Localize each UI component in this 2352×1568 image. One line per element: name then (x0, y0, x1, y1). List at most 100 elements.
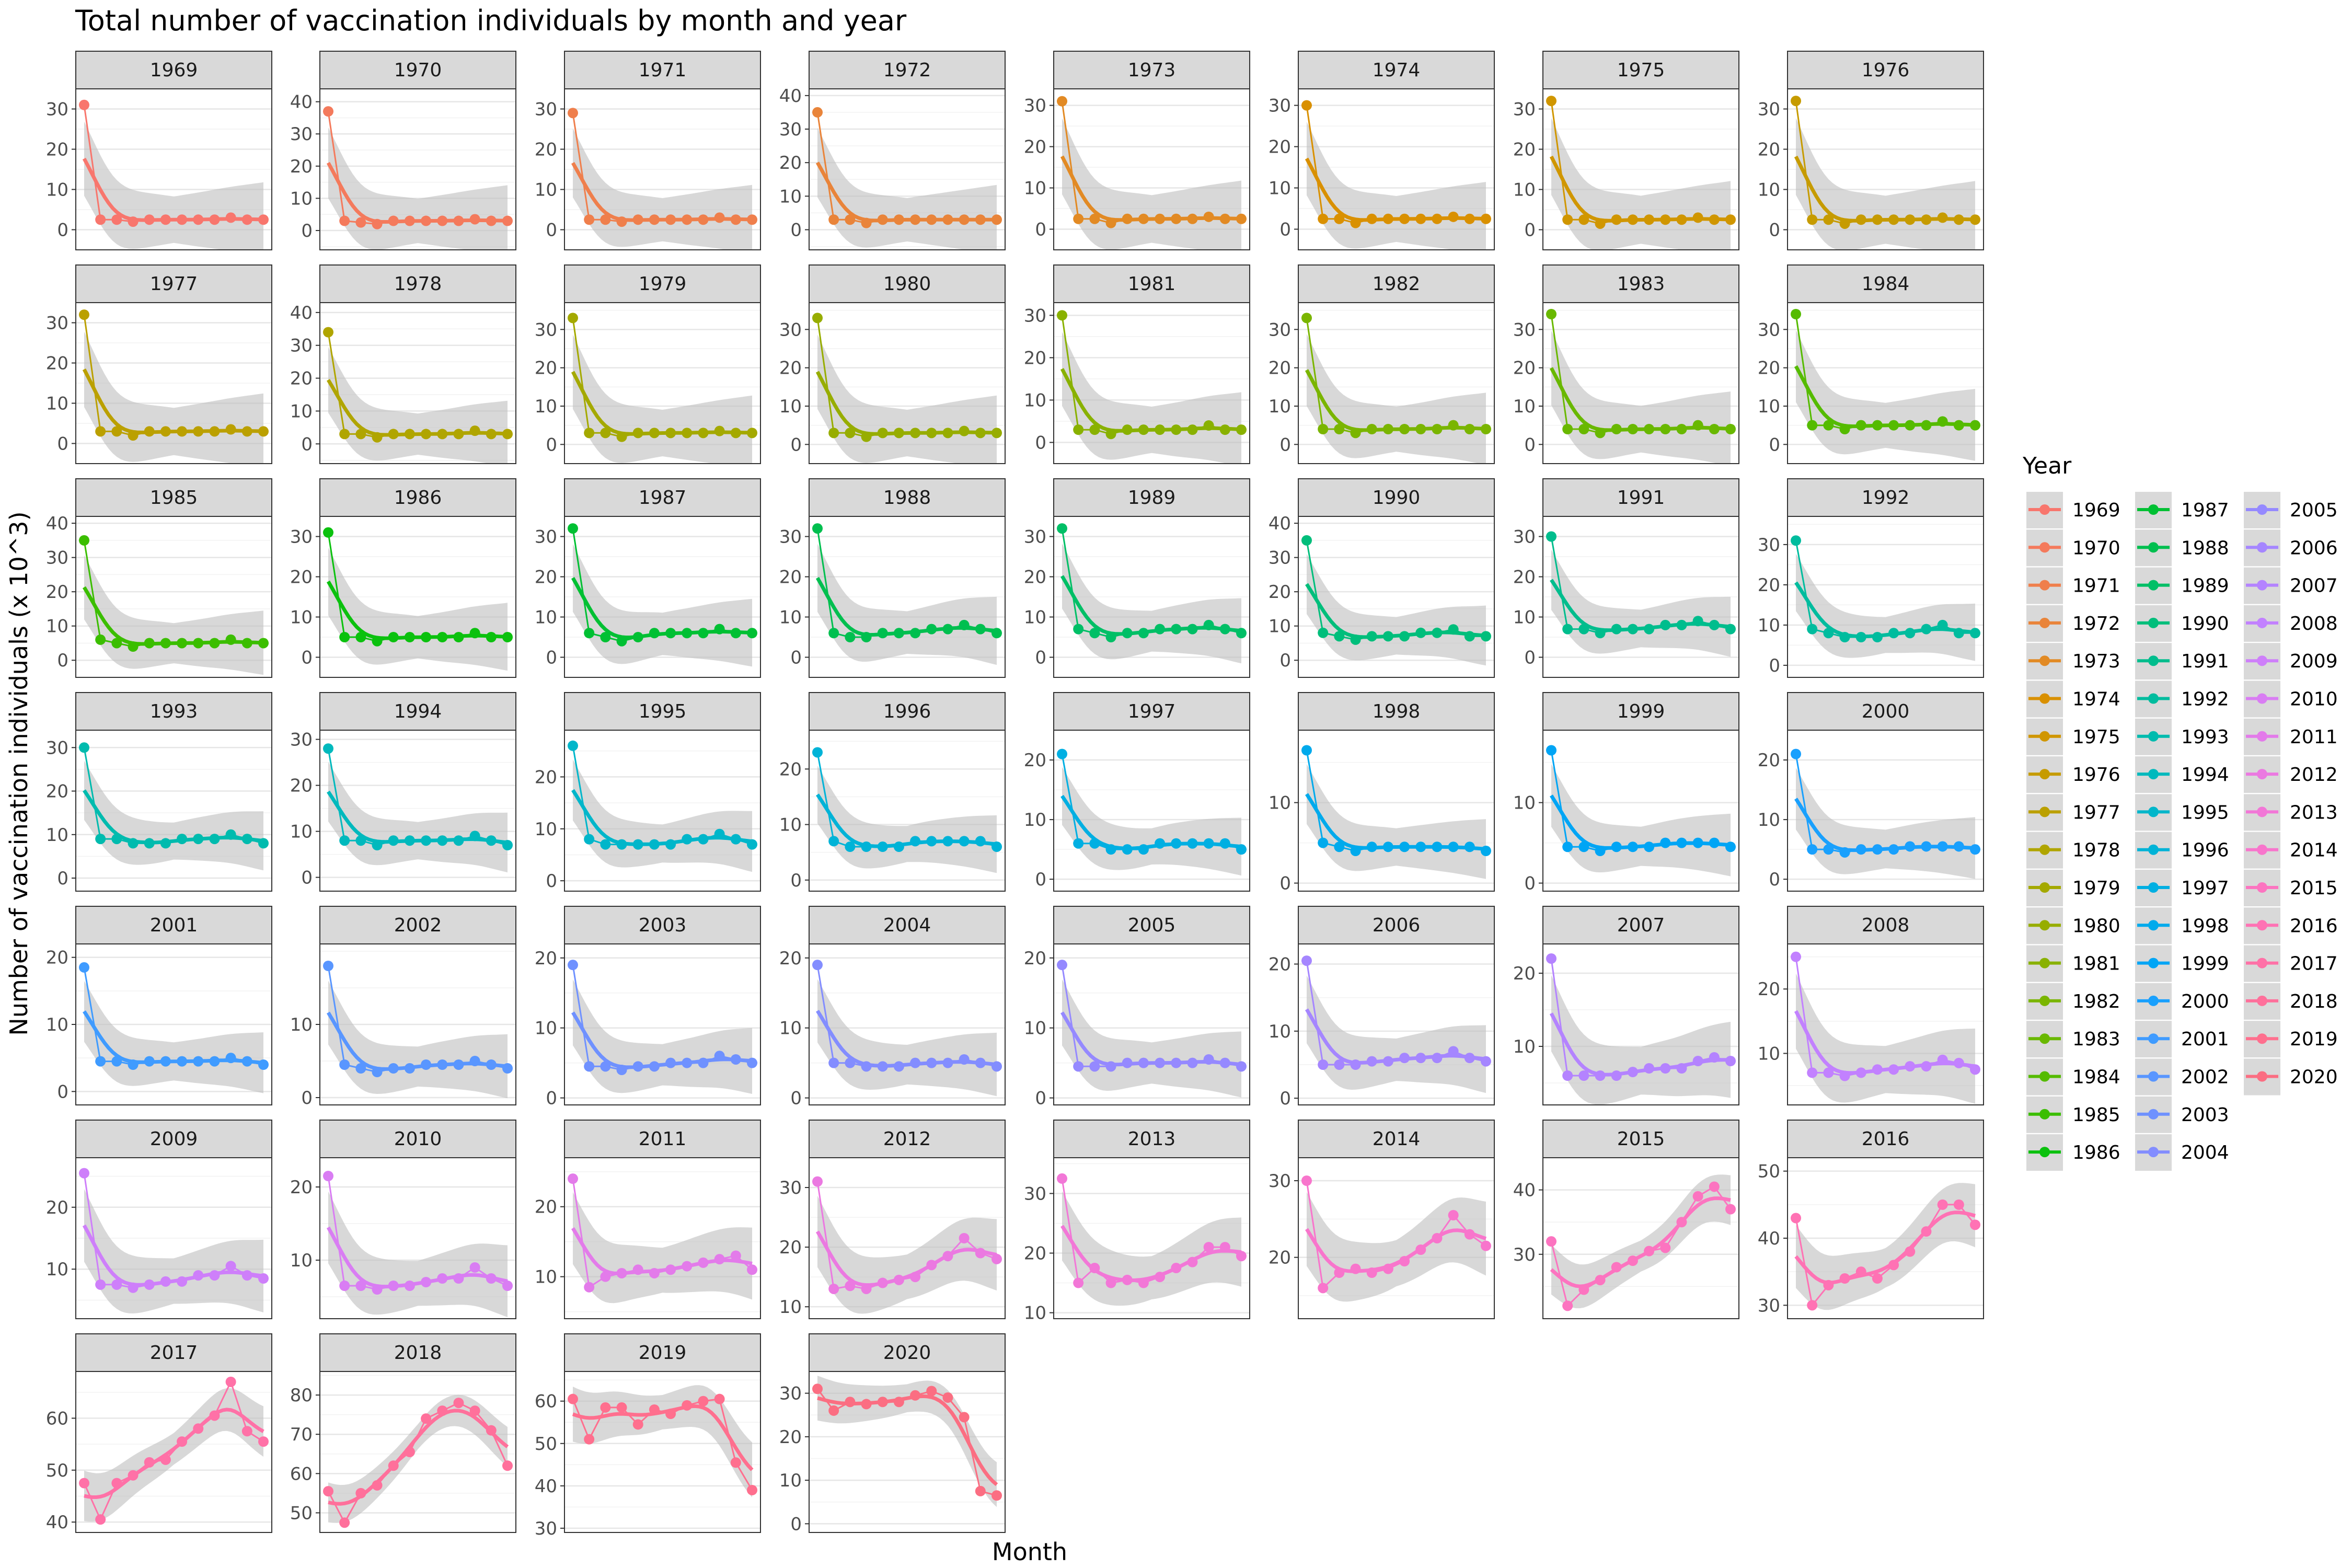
smooth-trend-line (84, 1408, 264, 1499)
data-point (1627, 214, 1638, 225)
y-tick-label: 50 (535, 1434, 557, 1455)
y-tick-label: 30 (46, 313, 68, 334)
facet-strip-label: 1994 (394, 701, 442, 722)
data-point (502, 429, 513, 440)
facet-strip-label: 1974 (1373, 60, 1421, 81)
data-point (1138, 424, 1149, 435)
legend-item-1993: 1993 (2135, 718, 2229, 755)
facet-strip-label: 1985 (150, 487, 198, 509)
smooth-trend-line (815, 1230, 997, 1287)
data-point (1660, 214, 1671, 225)
data-point (1105, 632, 1116, 642)
legend-item-1977: 1977 (2026, 794, 2120, 831)
y-tick-label: 20 (779, 759, 802, 780)
data-point (893, 628, 904, 639)
legend-item-2007: 2007 (2244, 567, 2338, 604)
data-point (177, 1436, 188, 1447)
data-point (861, 1061, 872, 1072)
y-tick-label: 10 (1269, 178, 1291, 199)
y-tick-label: 20 (290, 156, 313, 177)
data-point (1448, 211, 1459, 222)
facet-panel-1986: 1986 0 10 20 30 (290, 478, 516, 678)
legend-key-point (2039, 806, 2050, 817)
data-point (209, 426, 220, 437)
data-point (861, 632, 872, 642)
facet-strip-label: 2005 (1128, 915, 1176, 936)
data-point (1415, 841, 1426, 852)
legend-item-1974: 1974 (2026, 681, 2120, 718)
y-tick-label: 30 (1269, 319, 1291, 340)
data-point (1725, 841, 1736, 852)
legend-key-point (2257, 542, 2267, 553)
legend-key-point (2257, 995, 2267, 1006)
data-point (209, 1056, 220, 1067)
y-tick-label: 0 (1035, 869, 1046, 890)
data-point (649, 628, 660, 639)
data-point (502, 215, 513, 226)
data-point (942, 428, 953, 439)
data-point (355, 1063, 366, 1074)
y-tick-label: 20 (1269, 358, 1291, 379)
y-tick-label: 20 (535, 948, 557, 969)
y-tick-label: 10 (779, 1470, 802, 1491)
facet-strip (564, 1120, 761, 1158)
y-tick-label: 20 (779, 358, 802, 379)
data-point (942, 1251, 953, 1262)
y-tick-label: 0 (57, 1081, 68, 1102)
data-point (1807, 420, 1818, 431)
data-point (225, 212, 236, 223)
data-point (209, 638, 220, 649)
facet-strip (1542, 692, 1739, 731)
data-point (1366, 213, 1377, 224)
data-point (926, 1386, 937, 1397)
facet-panel-1973: 1973 0 10 20 30 (1024, 51, 1250, 250)
legend-key-point (2148, 1147, 2159, 1158)
data-point (1318, 627, 1329, 638)
facet-panel-1994: 1994 0 10 20 30 (290, 692, 516, 892)
y-tick-label: 10 (779, 1297, 802, 1318)
legend-item-label: 1981 (2072, 953, 2120, 975)
legend-key-point (2039, 1109, 2050, 1120)
legend-item-1983: 1983 (2026, 1021, 2120, 1058)
data-point (1155, 213, 1166, 224)
legend-key-point (2257, 617, 2267, 628)
y-tick-label: 0 (1769, 434, 1780, 455)
data-point (1905, 1246, 1916, 1257)
legend-key-point (2148, 580, 2159, 591)
data-point (421, 1059, 432, 1070)
data-point (877, 1397, 888, 1408)
data-point (177, 426, 188, 437)
data-point (1578, 841, 1589, 852)
data-point (714, 1254, 725, 1265)
facet-strip (1053, 264, 1250, 303)
legend-item-label: 1991 (2181, 651, 2229, 672)
data-point (469, 1262, 480, 1273)
facet-strip (1787, 51, 1984, 89)
y-tick-label: 10 (290, 1014, 313, 1035)
y-tick-label: 50 (1758, 1161, 1780, 1182)
y-tick-label: 40 (1758, 1228, 1780, 1249)
data-point (1611, 1262, 1622, 1273)
data-point (95, 214, 106, 225)
data-point (845, 841, 856, 852)
data-point (1595, 218, 1606, 229)
legend-key-point (2148, 882, 2159, 893)
legend-key-point (2148, 693, 2159, 704)
data-point (1350, 217, 1361, 228)
data-point (160, 426, 171, 437)
data-point (1203, 420, 1214, 431)
data-point (209, 214, 220, 225)
data-point (241, 834, 252, 845)
y-tick-label: 30 (1513, 99, 1536, 120)
data-point (1155, 624, 1166, 635)
data-point (975, 1248, 986, 1259)
y-tick-label: 10 (46, 394, 68, 414)
data-point (1823, 628, 1834, 639)
data-point (1676, 1063, 1687, 1074)
data-point (388, 215, 399, 226)
legend-item-label: 2017 (2290, 953, 2338, 975)
y-tick-label: 10 (1269, 1021, 1291, 1042)
facet-strip-label: 1976 (1862, 60, 1910, 81)
legend-item-label: 2003 (2181, 1104, 2229, 1126)
data-point (193, 1056, 204, 1067)
